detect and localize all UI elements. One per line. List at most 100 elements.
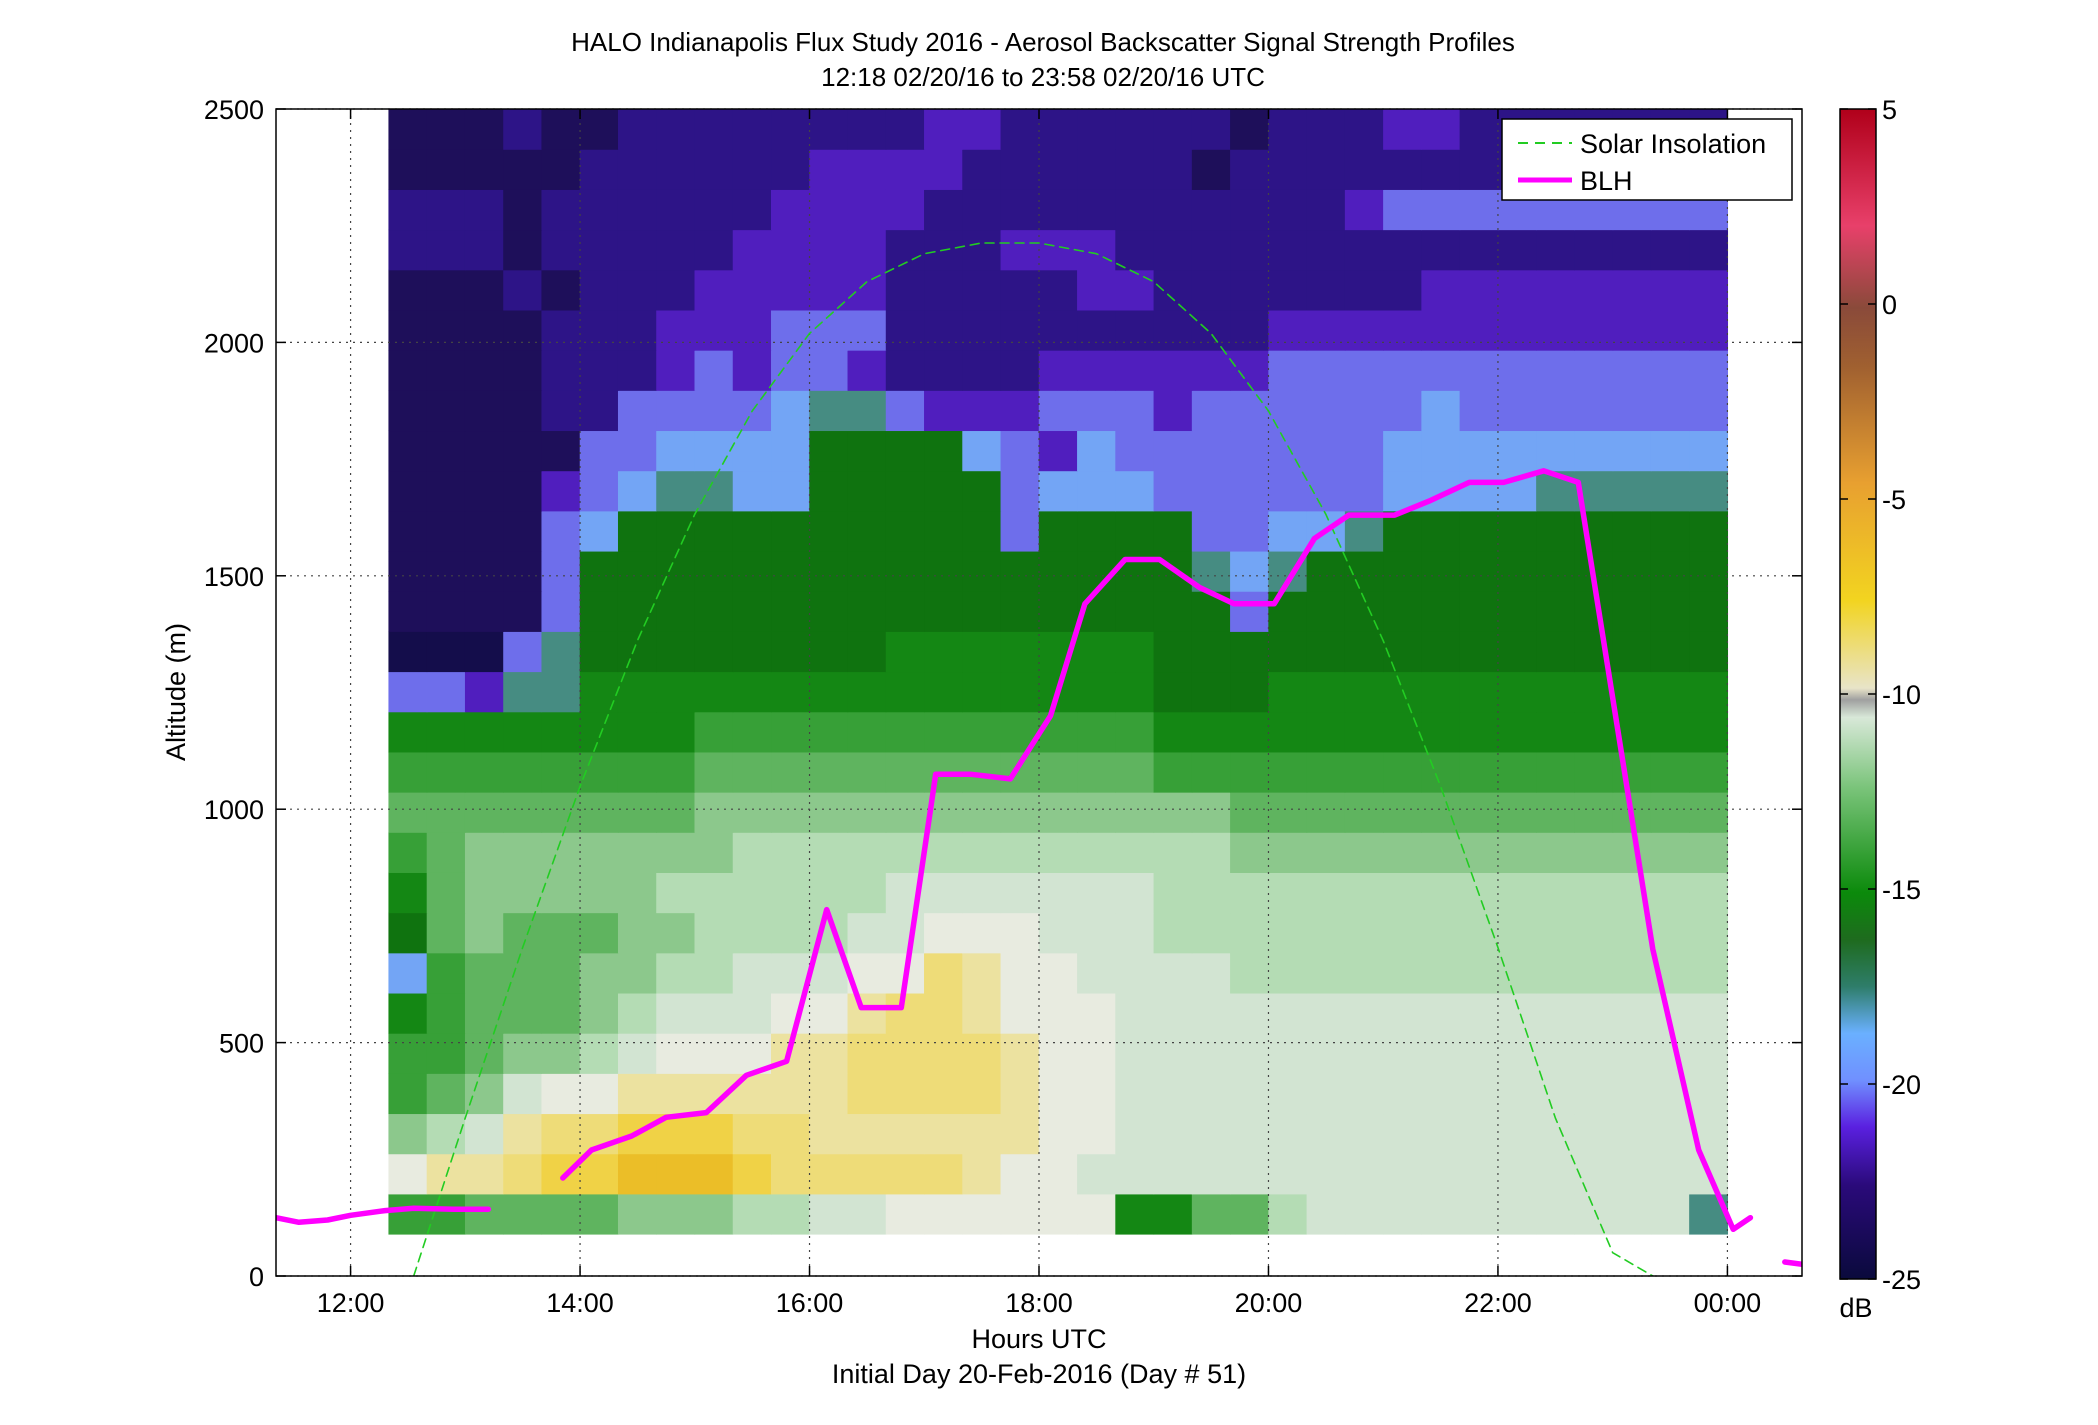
heatmap-cell	[1230, 912, 1269, 954]
heatmap-cell	[656, 109, 696, 150]
heatmap-cell	[541, 631, 581, 673]
x-tick-label: 14:00	[546, 1288, 614, 1318]
heatmap-cell	[503, 229, 543, 271]
heatmap-cell	[1612, 952, 1652, 994]
heatmap-cell	[1344, 430, 1384, 472]
heatmap-cell	[388, 189, 428, 231]
heatmap-cell	[1421, 952, 1461, 994]
heatmap-cell	[464, 229, 504, 271]
heatmap-cell	[694, 269, 734, 311]
heatmap-cell	[694, 229, 734, 271]
heatmap-cell	[426, 832, 466, 873]
heatmap-cell	[1650, 711, 1690, 753]
heatmap-cell	[924, 149, 963, 190]
heatmap-cell	[809, 1033, 849, 1074]
heatmap-cell	[541, 832, 581, 873]
heatmap-cell	[1421, 430, 1461, 472]
heatmap-cell	[885, 550, 925, 592]
heatmap-cell	[1000, 631, 1040, 673]
y-tick-label: 1500	[204, 562, 264, 592]
heatmap-cell	[579, 992, 619, 1034]
heatmap-cell	[1574, 510, 1614, 552]
heatmap-cell	[771, 350, 810, 391]
heatmap-cell	[579, 711, 619, 753]
heatmap-cell	[1268, 872, 1308, 914]
heatmap-cell	[1383, 1153, 1422, 1195]
heatmap-cell	[1650, 912, 1690, 954]
colorbar-tick-label: -20	[1882, 1070, 1921, 1100]
heatmap-cell	[962, 550, 1002, 592]
heatmap-cell	[1650, 229, 1690, 271]
heatmap-cell	[924, 470, 963, 512]
heatmap-cell	[924, 671, 963, 713]
heatmap-cell	[1536, 1193, 1575, 1235]
heatmap-cell	[962, 430, 1002, 472]
heatmap-cell	[464, 591, 504, 632]
heatmap-cell	[541, 711, 581, 753]
heatmap-cell	[579, 309, 619, 351]
heatmap-cell	[1038, 912, 1078, 954]
heatmap-cell	[1459, 671, 1499, 713]
heatmap-cell	[962, 1033, 1002, 1074]
heatmap-cell	[579, 390, 619, 432]
heatmap-cell	[656, 631, 696, 673]
heatmap-cell	[1038, 229, 1078, 271]
heatmap-cell	[732, 149, 772, 190]
heatmap-cell	[656, 430, 696, 472]
heatmap-cell	[847, 229, 887, 271]
heatmap-cell	[1689, 952, 1729, 994]
heatmap-cell	[1574, 229, 1614, 271]
heatmap-cell	[1077, 189, 1116, 231]
heatmap-cell	[1000, 189, 1040, 231]
heatmap-cell	[579, 229, 619, 271]
heatmap-cell	[1536, 309, 1575, 351]
heatmap-cell	[1115, 189, 1155, 231]
heatmap-cell	[1115, 872, 1155, 914]
heatmap-cell	[1306, 149, 1346, 190]
heatmap-cell	[426, 109, 466, 150]
heatmap-cell	[426, 470, 466, 512]
heatmap-cell	[1612, 1113, 1652, 1155]
heatmap-cell	[847, 390, 887, 432]
heatmap-cell	[464, 872, 504, 914]
heatmap-cell	[1000, 1113, 1040, 1155]
heatmap-cell	[1574, 1113, 1614, 1155]
heatmap-cell	[1191, 711, 1231, 753]
heatmap-cell	[847, 109, 887, 150]
heatmap-cell	[1421, 109, 1461, 150]
heatmap-cell	[1383, 952, 1422, 994]
heatmap-cell	[1344, 109, 1384, 150]
heatmap-cell	[1689, 229, 1729, 271]
heatmap-cell	[771, 952, 810, 994]
heatmap-cell	[503, 109, 543, 150]
heatmap-cell	[541, 591, 581, 632]
heatmap-cell	[809, 992, 849, 1034]
heatmap-cell	[847, 309, 887, 351]
heatmap-cell	[1115, 510, 1155, 552]
heatmap-cell	[771, 591, 810, 632]
heatmap-cell	[1153, 390, 1193, 432]
heatmap-cell	[1191, 1073, 1231, 1115]
heatmap-cell	[771, 1193, 810, 1235]
heatmap-cell	[694, 631, 734, 673]
heatmap-cell	[1000, 952, 1040, 994]
heatmap-cell	[1459, 832, 1499, 873]
heatmap-cell	[1344, 470, 1384, 512]
heatmap-cell	[1000, 390, 1040, 432]
blh-line	[1782, 1259, 1802, 1268]
heatmap-cell	[1306, 350, 1346, 391]
heatmap-cell	[579, 631, 619, 673]
x-axis-label: Hours UTC	[971, 1324, 1106, 1354]
heatmap-cell	[1612, 1073, 1652, 1115]
heatmap-cell	[1191, 109, 1231, 150]
heatmap-cell	[426, 269, 466, 311]
heatmap-cell	[809, 872, 849, 914]
heatmap-cell	[388, 1153, 428, 1195]
heatmap-cell	[1306, 1073, 1346, 1115]
heatmap-cell	[1689, 510, 1729, 552]
legend-box	[1501, 118, 1793, 201]
heatmap-cell	[579, 350, 619, 391]
x-tick-label: 16:00	[776, 1288, 844, 1318]
heatmap-cell	[617, 550, 657, 592]
